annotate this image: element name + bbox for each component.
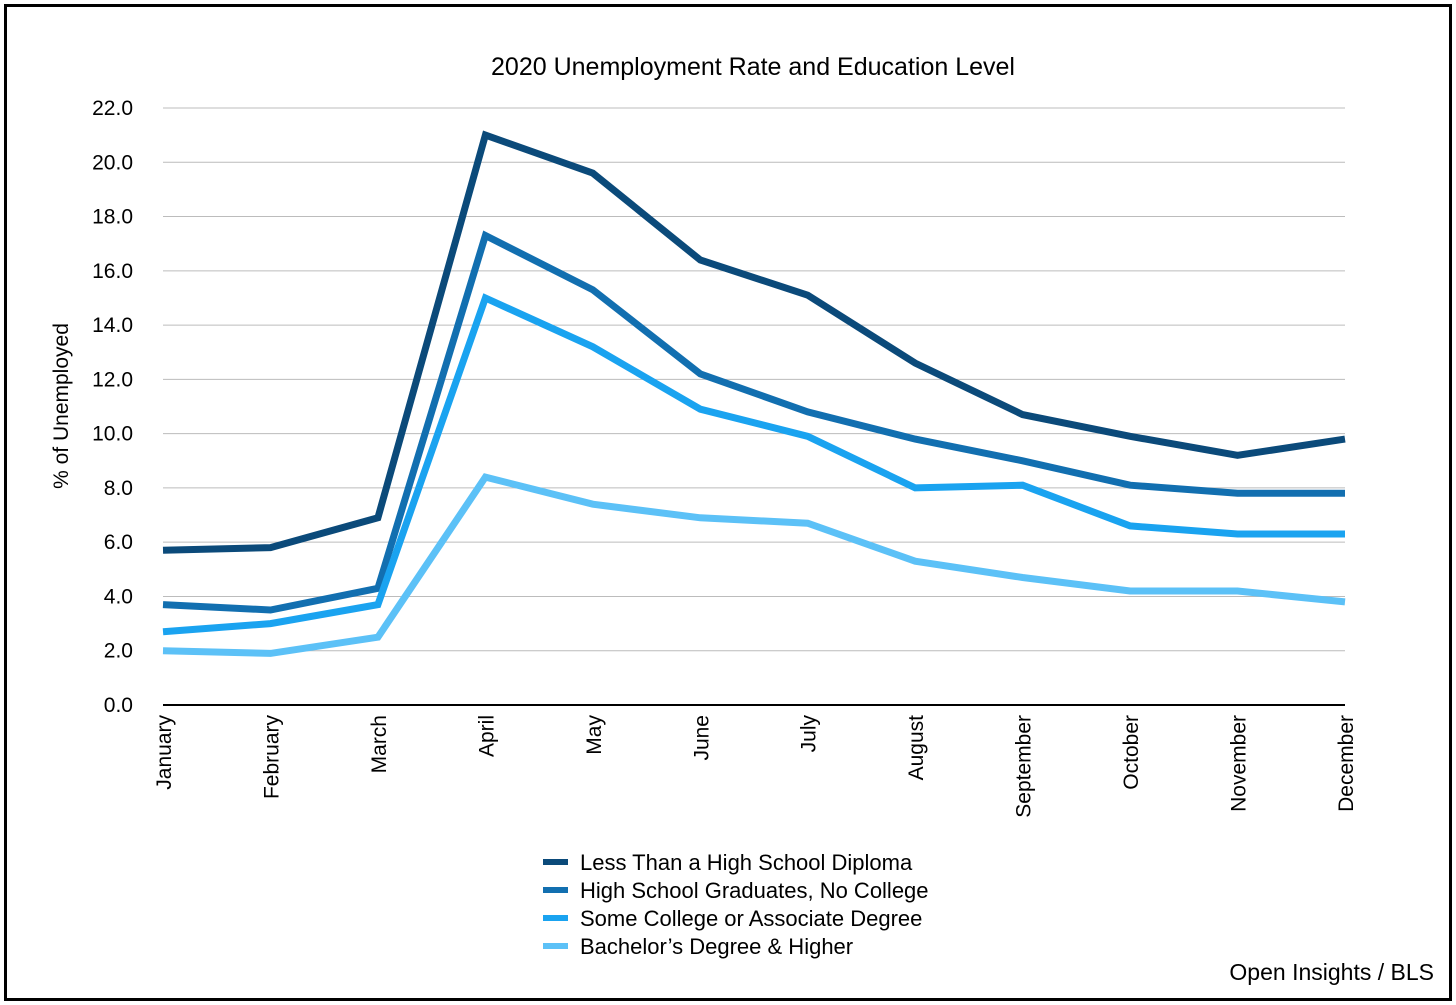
chart-title: 2020 Unemployment Rate and Education Lev…: [491, 53, 1015, 81]
legend: Less Than a High School Diploma High Scho…: [543, 850, 929, 959]
legend-label: Some College or Associate Degree: [580, 906, 922, 931]
x-tick-label: April: [475, 715, 498, 757]
series-line: [162, 130, 1346, 554]
gridlines: [163, 107, 1345, 706]
y-tick-label: 22.0: [92, 97, 133, 120]
series-lines: [162, 130, 1346, 657]
y-axis-label: % of Unemployed: [50, 323, 73, 489]
y-tick-label: 6.0: [104, 531, 133, 554]
chart-frame: [4, 4, 1452, 1001]
y-tick-label: 18.0: [92, 206, 133, 229]
y-tick-label: 10.0: [92, 423, 133, 446]
x-tick-label: August: [905, 715, 928, 781]
y-tick-label: 4.0: [104, 585, 133, 608]
x-tick-label: November: [1228, 715, 1251, 812]
y-tick-label: 16.0: [92, 260, 133, 283]
source-credit: Open Insights / BLS: [1229, 959, 1434, 985]
y-axis-ticks: 0.0 2.0 4.0 6.0 8.0 10.0 12.0 14.0 16.0 18.0 20.0 2…: [92, 97, 133, 717]
series-line: [162, 230, 1345, 614]
x-tick-label: December: [1335, 715, 1358, 812]
x-tick-label: September: [1013, 715, 1036, 818]
y-tick-label: 0.0: [104, 694, 133, 717]
x-tick-label: October: [1120, 715, 1143, 790]
y-tick-label: 2.0: [104, 640, 133, 663]
x-tick-label: May: [583, 715, 606, 755]
x-tick-label: July: [798, 715, 821, 753]
legend-label: High School Graduates, No College: [580, 878, 929, 903]
x-tick-label: March: [368, 715, 391, 773]
x-tick-label: June: [690, 715, 713, 761]
legend-label: Less Than a High School Diploma: [580, 850, 913, 875]
y-tick-label: 14.0: [92, 314, 133, 337]
x-tick-label: February: [260, 715, 283, 800]
x-tick-label: January: [153, 715, 176, 790]
series-line: [162, 293, 1345, 636]
y-tick-label: 8.0: [104, 477, 133, 500]
x-axis-ticks: January February March April May June July Augu…: [153, 715, 1358, 818]
legend-label: Bachelor’s Degree & Higher: [580, 934, 853, 959]
y-tick-label: 20.0: [92, 151, 133, 174]
series-line: [162, 473, 1346, 657]
y-tick-label: 12.0: [92, 368, 133, 391]
